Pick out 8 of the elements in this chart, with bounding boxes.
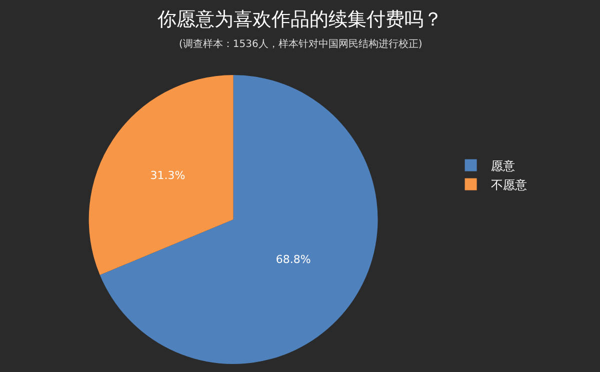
data-label: 68.8%: [276, 253, 311, 266]
legend-label: 愿意: [490, 158, 515, 173]
pie-slice: [88, 75, 234, 275]
chart-subtitle: (调查样本：1536人，样本针对中国网民结构进行校正): [179, 38, 422, 50]
pie-slice: [100, 75, 378, 364]
legend-label: 不愿意: [490, 178, 527, 192]
chart-title: 你愿意为喜欢作品的续集付费吗？: [156, 8, 442, 30]
data-label: 31.3%: [150, 169, 186, 182]
